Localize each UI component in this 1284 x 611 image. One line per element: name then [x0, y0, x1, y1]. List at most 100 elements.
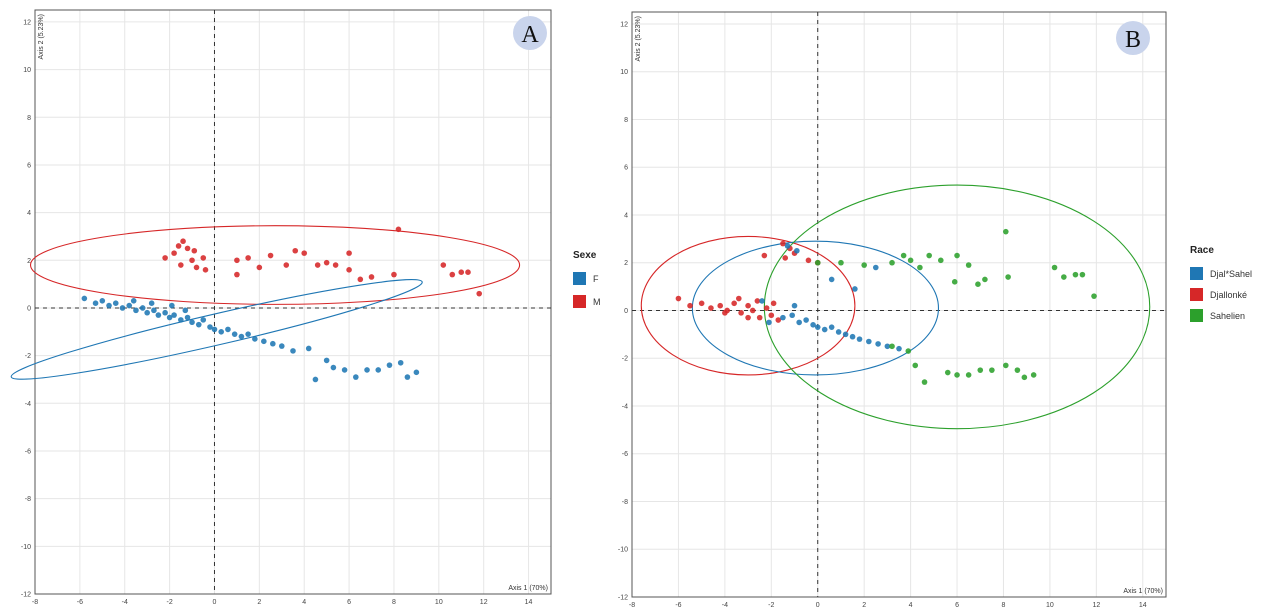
- panel-b-point-djallonk-: [731, 301, 737, 307]
- panel-b-point-sahelien: [901, 253, 907, 259]
- panel-a-point-f: [93, 300, 99, 306]
- panel-a-x-tick-label: -6: [77, 599, 83, 606]
- panel-b-point-sahelien: [1073, 272, 1079, 278]
- panel-a-point-f: [398, 360, 404, 366]
- panel-b-point-djal-sahel: [789, 312, 795, 318]
- panel-b-legend-label: Djallonké: [1210, 290, 1247, 300]
- panel-a-point-f: [306, 346, 312, 352]
- panel-a-chart: -8 -6 -4 -2 0 2 4 6 8 10 12 14 -12 -10 -8 -6 -4 -2 0 2 4 6 8 10…: [8, 10, 551, 606]
- panel-a-point-f: [324, 358, 330, 364]
- panel-b-point-sahelien: [889, 260, 895, 266]
- legend-sexe: Sexe F M: [573, 250, 601, 308]
- panel-b-point-djallonk-: [757, 315, 763, 321]
- panel-a-point-f: [183, 308, 189, 314]
- panel-a-point-f: [200, 317, 206, 323]
- panel-a-point-m: [257, 265, 263, 271]
- panel-b-point-djallonk-: [717, 303, 723, 309]
- panel-b-point-sahelien: [912, 363, 918, 369]
- panel-a-legend-label: M: [593, 297, 601, 307]
- panel-a-x-tick-label: 2: [257, 599, 261, 606]
- panel-b-point-djal-sahel: [785, 243, 791, 249]
- panel-b-point-djallonk-: [782, 255, 788, 261]
- panel-a-point-f: [144, 310, 150, 316]
- panel-b-point-djallonk-: [745, 303, 751, 309]
- panel-a-point-m: [185, 246, 191, 252]
- panel-b-x-tick-label: 0: [816, 602, 820, 609]
- panel-b-y-tick-label: 12: [620, 21, 628, 28]
- panel-a-letter: A: [521, 22, 539, 48]
- panel-a-point-f: [185, 315, 191, 321]
- panel-a-point-f: [100, 298, 106, 304]
- panel-b-point-sahelien: [926, 253, 932, 259]
- panel-b-point-djallonk-: [771, 301, 777, 307]
- panel-b-y-tick-label: -6: [622, 451, 628, 458]
- panel-b-point-djal-sahel: [815, 324, 821, 330]
- panel-a-point-f: [120, 305, 126, 311]
- panel-a-point-f: [313, 377, 319, 383]
- panel-b-point-djallonk-: [736, 296, 742, 302]
- panel-b-x-tick-label: -2: [768, 602, 774, 609]
- panel-a-point-m: [292, 248, 298, 254]
- panel-a-y-tick-label: 10: [23, 67, 31, 74]
- panel-a-legend-label: F: [593, 274, 599, 284]
- panel-a-point-f: [375, 367, 381, 373]
- panel-b-point-djal-sahel: [852, 286, 858, 292]
- panel-a-point-m: [324, 260, 330, 266]
- panel-b-point-sahelien: [945, 370, 951, 376]
- panel-a-point-f: [414, 370, 420, 376]
- panel-a-point-m: [391, 272, 397, 278]
- panel-b-point-djallonk-: [676, 296, 682, 302]
- panel-b-legend-label: Djal*Sahel: [1210, 269, 1252, 279]
- panel-a-y-axis-label: Axis 2 (5.23%): [38, 14, 45, 60]
- panel-b-point-sahelien: [1031, 372, 1037, 378]
- panel-a-point-f: [178, 317, 184, 323]
- panel-b-y-tick-label: -4: [622, 403, 628, 410]
- panel-a-point-m: [203, 267, 209, 273]
- panel-a-x-tick-label: -8: [32, 599, 38, 606]
- panel-b-x-tick-label: 6: [955, 602, 959, 609]
- panel-a-y-tick-label: 6: [27, 162, 31, 169]
- panel-b-point-sahelien: [952, 279, 958, 285]
- panel-b-point-djal-sahel: [843, 332, 849, 338]
- panel-b-point-sahelien: [938, 258, 944, 264]
- panel-b-point-sahelien: [977, 367, 983, 373]
- panel-b-point-sahelien: [908, 258, 914, 264]
- panel-b-point-sahelien: [815, 260, 821, 266]
- panel-b-point-sahelien: [922, 379, 928, 385]
- panel-a-badge: A: [513, 16, 547, 50]
- panel-b-legend-title: Race: [1190, 245, 1214, 256]
- panel-b-x-axis-label: Axis 1 (70%): [1123, 588, 1163, 595]
- panel-b-point-djal-sahel: [792, 303, 798, 309]
- panel-b-point-djal-sahel: [822, 327, 828, 333]
- panel-a-point-m: [396, 226, 402, 232]
- panel-a-point-f: [131, 298, 137, 304]
- panel-b-point-djal-sahel: [873, 265, 879, 271]
- panel-b-badge: B: [1116, 21, 1150, 55]
- panel-b-x-tick-label: 2: [862, 602, 866, 609]
- panel-b-chart: -8 -6 -4 -2 0 2 4 6 8 10 12 14-12-10-8-6-4-20246810…: [618, 12, 1166, 609]
- panel-a-point-m: [333, 262, 339, 268]
- panel-a-point-f: [290, 348, 296, 354]
- panel-b-point-djal-sahel: [803, 317, 809, 323]
- panel-a-point-f: [239, 334, 245, 340]
- panel-a-x-tick-label: -2: [166, 599, 172, 606]
- panel-a-point-f: [405, 374, 411, 380]
- panel-a-point-f: [212, 327, 218, 333]
- panel-b-point-sahelien: [1080, 272, 1086, 278]
- panel-b-point-sahelien: [1015, 367, 1021, 373]
- panel-a-legend-title: Sexe: [573, 250, 597, 261]
- panel-b-y-tick-label: 10: [620, 69, 628, 76]
- panel-a-point-f: [196, 322, 202, 328]
- panel-a-point-f: [353, 374, 359, 380]
- panel-b-point-sahelien: [966, 262, 972, 268]
- panel-a-y-tick-label: -8: [25, 496, 31, 503]
- panel-a-point-m: [476, 291, 482, 297]
- panel-a-y-tick-label: 8: [27, 115, 31, 122]
- panel-b-point-sahelien: [1052, 265, 1058, 271]
- panel-a-point-m: [346, 250, 352, 256]
- panel-b-x-tick-label: -8: [629, 602, 635, 609]
- panel-a-point-m: [178, 262, 184, 268]
- panel-a-x-tick-label: 14: [525, 599, 533, 606]
- panel-b-y-tick-label: 4: [624, 212, 628, 219]
